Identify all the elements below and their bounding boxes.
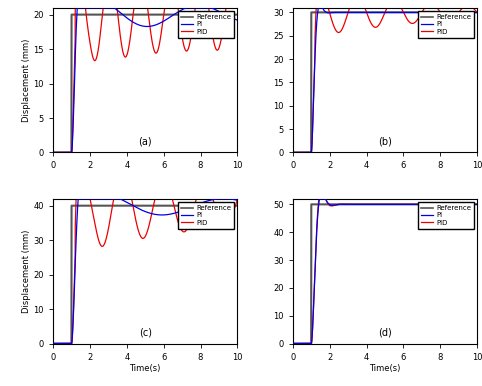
Text: (d): (d) bbox=[378, 328, 392, 338]
Legend: Reference, PI, PID: Reference, PI, PID bbox=[178, 202, 234, 229]
Legend: Reference, PI, PID: Reference, PI, PID bbox=[178, 11, 234, 37]
X-axis label: Time(s): Time(s) bbox=[130, 364, 161, 373]
Y-axis label: Displacement (mm): Displacement (mm) bbox=[22, 39, 31, 122]
Text: (b): (b) bbox=[378, 137, 392, 147]
Y-axis label: Displacement (mm): Displacement (mm) bbox=[22, 230, 30, 313]
Text: (c): (c) bbox=[139, 328, 152, 338]
Legend: Reference, PI, PID: Reference, PI, PID bbox=[418, 11, 474, 37]
X-axis label: Time(s): Time(s) bbox=[369, 364, 401, 373]
Legend: Reference, PI, PID: Reference, PI, PID bbox=[418, 202, 474, 229]
Text: (a): (a) bbox=[138, 137, 152, 147]
